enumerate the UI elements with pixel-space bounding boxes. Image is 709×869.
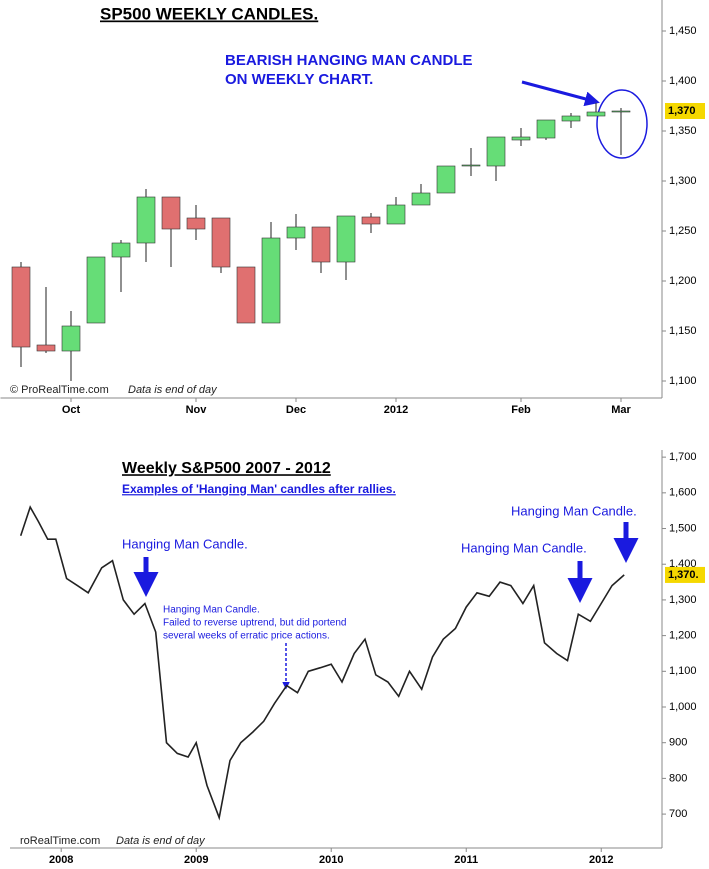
y-tick-label: 800 xyxy=(669,772,687,784)
candle-body xyxy=(236,266,256,324)
chart-subtitle: Examples of 'Hanging Man' candles after … xyxy=(122,482,396,496)
y-tick-label: 900 xyxy=(669,737,687,749)
y-tick-label: 700 xyxy=(669,808,687,820)
y-tick-label: 1,000 xyxy=(669,701,697,713)
candle-body xyxy=(311,226,331,263)
y-tick-label: 1,500 xyxy=(669,522,697,534)
annotation: BEARISH HANGING MAN CANDLE xyxy=(225,52,473,69)
candle-body xyxy=(186,217,206,230)
annotation: Hanging Man Candle. xyxy=(461,540,587,555)
x-tick-label: 2009 xyxy=(184,854,208,866)
candle-body xyxy=(436,165,456,194)
chart-title: SP500 WEEKLY CANDLES. xyxy=(100,4,318,23)
candle-body xyxy=(536,119,556,139)
y-tick-label: 1,100 xyxy=(669,665,697,677)
candle-body xyxy=(336,215,356,263)
y-tick-label: 1,150 xyxy=(669,325,697,337)
x-tick-label: Dec xyxy=(286,404,306,416)
x-tick-label: 2012 xyxy=(384,404,408,416)
annotation: ON WEEKLY CHART. xyxy=(225,71,373,88)
annotation: Hanging Man Candle. xyxy=(163,605,260,616)
candle-body xyxy=(11,266,31,348)
chart-title: Weekly S&P500 2007 - 2012 xyxy=(122,460,331,477)
candle-body xyxy=(561,115,581,122)
x-tick-label: 2008 xyxy=(49,854,73,866)
candle-body xyxy=(161,196,181,230)
last-price-label: 1,370. xyxy=(668,569,699,581)
candle-body xyxy=(586,111,606,117)
x-tick-label: 2010 xyxy=(319,854,343,866)
watermark: roRealTime.com xyxy=(20,835,100,847)
candle-body xyxy=(411,192,431,206)
x-tick-label: Nov xyxy=(186,404,208,416)
annotation: Failed to reverse uptrend, but did porte… xyxy=(163,618,346,629)
annotation: Hanging Man Candle. xyxy=(122,536,248,551)
x-tick-label: 2012 xyxy=(589,854,613,866)
y-tick-label: 1,350 xyxy=(669,125,697,137)
x-tick-label: Mar xyxy=(611,404,631,416)
last-price-box xyxy=(665,566,705,583)
last-price-label: 1,370 xyxy=(668,105,696,117)
annotation: several weeks of erratic price actions. xyxy=(163,631,330,642)
candle-body xyxy=(136,196,156,244)
candle-body xyxy=(61,325,81,352)
y-tick-label: 1,450 xyxy=(669,25,697,37)
y-tick-label: 1,300 xyxy=(669,594,697,606)
watermark: Data is end of day xyxy=(128,384,218,396)
x-tick-label: 2011 xyxy=(454,854,478,866)
candle-body xyxy=(361,216,381,225)
candle-body xyxy=(386,204,406,225)
y-tick-label: 1,600 xyxy=(669,487,697,499)
candle-body xyxy=(261,237,281,324)
y-tick-label: 1,700 xyxy=(669,451,697,463)
candle-body xyxy=(111,242,131,258)
candle-body xyxy=(486,136,506,167)
y-tick-label: 1,200 xyxy=(669,275,697,287)
highlight-ellipse xyxy=(596,89,648,159)
y-tick-label: 1,250 xyxy=(669,225,697,237)
last-price-box xyxy=(665,103,705,119)
candle-body xyxy=(286,226,306,239)
candle-body xyxy=(211,217,231,268)
candle-body xyxy=(86,256,106,324)
y-tick-label: 1,200 xyxy=(669,630,697,642)
price-line xyxy=(19,505,625,821)
x-tick-label: Oct xyxy=(62,404,81,416)
watermark: © ProRealTime.com xyxy=(10,384,109,396)
y-tick-label: 1,100 xyxy=(669,375,697,387)
candle-body xyxy=(511,136,531,141)
candle-body xyxy=(611,110,631,113)
y-tick-label: 1,400 xyxy=(669,75,697,87)
watermark: Data is end of day xyxy=(116,835,206,847)
candle-body xyxy=(461,164,481,167)
candle-body xyxy=(36,344,56,352)
annotation: Hanging Man Candle. xyxy=(511,503,637,518)
arrow xyxy=(521,80,600,107)
y-tick-label: 1,300 xyxy=(669,175,697,187)
x-tick-label: Feb xyxy=(511,404,531,416)
